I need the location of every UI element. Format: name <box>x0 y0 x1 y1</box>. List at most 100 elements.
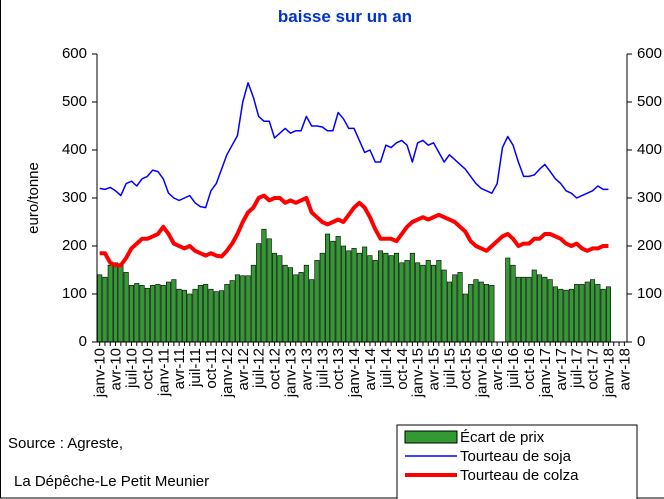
y-tick-label: 0 <box>79 333 87 350</box>
bar <box>234 274 240 343</box>
bar <box>261 228 267 343</box>
bar <box>510 264 516 343</box>
y2-tick-label: 300 <box>637 189 662 206</box>
x-tick-label: juil-11 <box>187 348 204 388</box>
bar <box>489 285 495 343</box>
x-tick-label: avr-12 <box>235 348 252 391</box>
x-tick-label: juil-17 <box>569 348 586 389</box>
y-tick-label: 600 <box>62 45 87 62</box>
legend-swatch <box>404 430 458 444</box>
x-tick-label: oct-16 <box>521 348 538 390</box>
bar <box>266 238 272 343</box>
bar <box>351 248 357 343</box>
x-tick-label: oct-15 <box>457 348 474 390</box>
bar <box>287 267 293 343</box>
bar <box>150 285 156 343</box>
bar <box>590 279 596 343</box>
bar <box>537 274 543 343</box>
bar <box>600 288 606 343</box>
x-tick-label: oct-12 <box>267 348 284 390</box>
x-tick-label: juil-10 <box>123 348 140 389</box>
bar <box>282 264 288 343</box>
y2-tick-label: 600 <box>637 45 662 62</box>
bar <box>542 276 548 343</box>
bar <box>574 284 580 343</box>
y2-tick-label: 500 <box>637 93 662 110</box>
y-tick-label: 100 <box>62 285 87 302</box>
bar <box>399 262 405 343</box>
x-tick-label: avr-16 <box>489 348 506 391</box>
bar <box>478 281 484 343</box>
x-tick-label: janv-17 <box>537 348 554 398</box>
bar <box>160 285 166 343</box>
bar <box>139 285 145 343</box>
x-tick-label: juil-15 <box>441 348 458 389</box>
bar <box>431 264 437 343</box>
bar <box>436 260 442 343</box>
bar <box>123 272 129 343</box>
bar <box>171 279 177 343</box>
bar <box>383 252 389 343</box>
bar <box>303 264 309 343</box>
bar <box>240 275 246 343</box>
x-tick-label: janv-11 <box>155 348 172 397</box>
bar <box>462 293 468 343</box>
bar <box>372 260 378 343</box>
y2-tick-label: 0 <box>637 333 645 350</box>
bar <box>272 252 278 343</box>
bar <box>441 269 447 343</box>
bar <box>208 288 214 343</box>
bar <box>595 284 601 343</box>
x-tick-label: juil-14 <box>378 348 395 389</box>
bar <box>346 250 352 343</box>
y-tick-label: 500 <box>62 93 87 110</box>
bar <box>134 283 140 343</box>
x-tick-label: avr-15 <box>426 348 443 391</box>
bar <box>531 269 537 343</box>
bar <box>526 276 532 343</box>
x-tick-label: juil-16 <box>505 348 522 389</box>
bar <box>97 274 103 343</box>
bar <box>298 272 304 343</box>
x-tick-label: janv-16 <box>473 348 490 398</box>
x-tick-label: oct-13 <box>330 348 347 390</box>
bar <box>113 262 119 343</box>
bar <box>155 284 161 343</box>
bar <box>166 281 172 343</box>
bar <box>229 280 235 343</box>
x-tick-label: juil-13 <box>314 348 331 389</box>
bar <box>415 262 421 343</box>
line <box>99 193 609 268</box>
x-tick-label: avr-17 <box>553 348 570 391</box>
bar <box>335 236 341 343</box>
bar <box>224 284 230 343</box>
bar <box>330 240 336 343</box>
bar <box>452 274 458 343</box>
bar <box>552 286 558 343</box>
legend-label: Tourteau de colza <box>460 467 579 484</box>
bar <box>340 245 346 343</box>
bar <box>515 276 521 343</box>
bar <box>192 288 198 343</box>
bar <box>181 289 187 343</box>
bar <box>484 284 490 343</box>
bar <box>256 243 262 343</box>
x-tick-label: oct-17 <box>585 348 602 390</box>
x-tick-label: oct-11 <box>203 348 220 389</box>
x-tick-label: avr-13 <box>298 348 315 391</box>
bar <box>293 274 299 343</box>
bar <box>568 288 574 343</box>
x-tick-label: janv-18 <box>600 348 617 398</box>
bar <box>187 293 193 343</box>
y2-tick-label: 100 <box>637 285 662 302</box>
legend-label: Tourteau de soja <box>460 448 572 465</box>
bar <box>309 279 315 343</box>
x-tick-label: janv-15 <box>410 348 427 398</box>
x-tick-label: oct-10 <box>139 348 156 390</box>
line <box>99 82 609 209</box>
source: Source : Agreste, <box>8 435 123 452</box>
y-axis-label: euro/tonne <box>25 162 42 234</box>
bar <box>102 276 108 343</box>
source: La Dépêche-Le Petit Meunier <box>14 473 209 490</box>
